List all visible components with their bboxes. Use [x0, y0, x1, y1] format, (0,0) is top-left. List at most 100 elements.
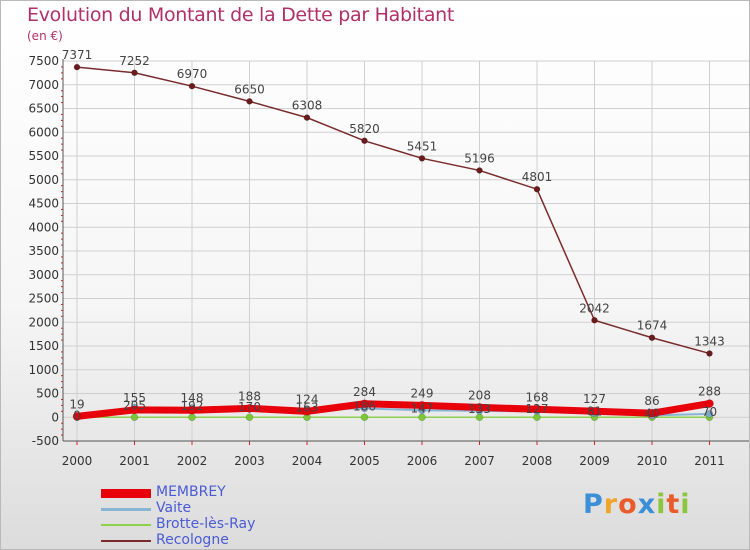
data-label-vaite: 127 [526, 402, 549, 416]
legend-label-brotte-l-s-ray: Brotte-lès-Ray [156, 516, 256, 532]
data-point-recologne [188, 82, 196, 90]
x-tick-label: 2009 [579, 454, 610, 468]
data-point-recologne [648, 334, 656, 341]
logo-letter: i [680, 489, 691, 520]
legend-swatch-vaite [101, 507, 151, 511]
data-point-recologne [361, 137, 368, 145]
data-point-recologne [246, 98, 253, 105]
y-tick-label: -500 [32, 434, 59, 448]
y-tick-label: 4500 [28, 197, 59, 211]
data-label-membrey: 124 [296, 392, 319, 406]
data-point-membrey [130, 405, 139, 415]
data-point-membrey [532, 405, 542, 414]
data-label-vaite: 163 [296, 401, 319, 415]
data-label-recologne: 5451 [407, 139, 438, 153]
series-line-membrey [76, 400, 711, 420]
y-tick-label: 7000 [28, 78, 59, 92]
data-label-membrey: 168 [526, 390, 549, 404]
data-label-recologne: 5820 [349, 122, 380, 136]
data-point-membrey [705, 399, 714, 408]
y-tick-label: 1500 [28, 339, 59, 353]
data-label-vaite: 147 [411, 401, 434, 415]
data-label-vaite: 70 [702, 405, 717, 419]
data-label-recologne: 2042 [579, 301, 610, 315]
x-tick-label: 2004 [292, 454, 323, 468]
data-point-membrey [590, 406, 599, 416]
data-label-membrey: 188 [238, 389, 261, 403]
data-label-recologne: 1674 [637, 319, 668, 333]
legend-item-recologne: Recologne [101, 532, 321, 549]
data-label-membrey: 19 [69, 397, 84, 411]
data-label-vaite: 0 [73, 408, 81, 422]
x-tick-label: 2003 [234, 454, 265, 468]
data-point-membrey [302, 407, 312, 416]
data-label-membrey: 249 [411, 386, 434, 400]
y-tick-label: 1000 [28, 363, 59, 377]
logo-letter: P [583, 489, 604, 520]
legend-label-membrey: MEMBREY [156, 484, 226, 500]
legend-item-vaite: Vaite [101, 500, 321, 517]
data-point-recologne [591, 317, 598, 324]
data-point-recologne [533, 185, 541, 193]
legend-label-vaite: Vaite [156, 500, 192, 516]
x-tick-label: 2008 [522, 454, 553, 468]
data-label-membrey: 86 [644, 394, 659, 408]
series-line-recologne [76, 66, 710, 355]
x-tick-label: 2005 [349, 454, 380, 468]
data-label-recologne: 7371 [62, 48, 93, 62]
chart-title: Evolution du Montant de la Dette par Hab… [27, 4, 455, 26]
data-point-membrey [245, 404, 254, 413]
data-point-recologne [476, 167, 483, 174]
logo-letter: x [637, 489, 657, 520]
data-point-membrey [72, 412, 82, 421]
data-point-membrey [647, 408, 657, 418]
unit-label: (en €) [27, 29, 63, 43]
y-tick-label: 500 [36, 387, 59, 401]
y-tick-label: 4000 [28, 220, 59, 234]
logo-letter: i [656, 489, 667, 520]
data-point-recologne [303, 114, 311, 121]
data-label-vaite: 170 [238, 400, 261, 414]
data-label-membrey: 284 [353, 385, 376, 399]
data-label-membrey: 127 [583, 392, 606, 406]
data-label-vaite: 133 [468, 402, 491, 416]
legend-item-membrey: MEMBREY [101, 484, 321, 501]
y-tick-label: 3500 [28, 244, 59, 258]
x-tick-label: 2010 [637, 454, 668, 468]
legend: MEMBREY Vaite Brotte-lès-Ray Recologne [101, 484, 321, 549]
data-point-recologne [418, 155, 426, 162]
y-tick-label: 5500 [28, 149, 59, 163]
data-point-brotte-l-s-ray [360, 413, 369, 421]
data-point-brotte-l-s-ray [188, 413, 196, 421]
data-point-brotte-l-s-ray [130, 413, 139, 421]
data-label-recologne: 5196 [464, 151, 495, 165]
data-label-recologne: 4801 [522, 170, 553, 184]
legend-item-brotte-l-s-ray: Brotte-lès-Ray [101, 516, 321, 533]
data-label-recologne: 7252 [119, 54, 150, 68]
data-label-vaite: 205 [123, 399, 146, 413]
data-label-recologne: 6650 [234, 82, 265, 96]
y-tick-label: 6500 [28, 102, 59, 116]
data-point-membrey [417, 401, 427, 410]
data-point-recologne [131, 69, 138, 77]
data-point-vaite [705, 410, 714, 418]
data-label-recologne: 6308 [292, 99, 323, 113]
legend-swatch-recologne [101, 540, 151, 542]
y-tick-label: 2500 [28, 292, 59, 306]
x-tick-label: 2006 [407, 454, 438, 468]
data-label-vaite: 192 [181, 399, 204, 413]
y-tick-label: 6000 [28, 125, 59, 139]
x-tick-label: 2001 [119, 454, 150, 468]
data-label-membrey: 208 [468, 388, 491, 402]
data-label-membrey: 148 [181, 391, 204, 405]
y-tick-label: 5000 [28, 173, 59, 187]
data-point-membrey [475, 403, 484, 412]
logo-letter: o [618, 489, 638, 520]
legend-swatch-membrey [101, 488, 151, 498]
logo-letter: r [603, 489, 619, 520]
legend-swatch-brotte-l-s-ray [101, 524, 151, 526]
data-label-recologne: 1343 [694, 334, 725, 348]
data-point-membrey [187, 405, 197, 415]
